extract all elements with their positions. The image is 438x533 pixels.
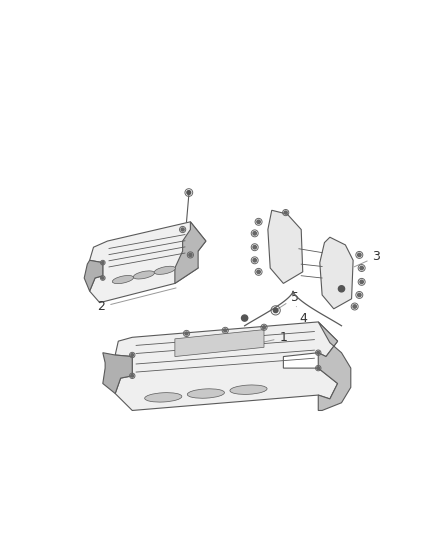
- Polygon shape: [175, 222, 206, 284]
- Polygon shape: [320, 237, 353, 309]
- Ellipse shape: [112, 276, 134, 284]
- Polygon shape: [103, 353, 132, 393]
- Ellipse shape: [230, 385, 267, 394]
- Circle shape: [187, 191, 191, 194]
- Circle shape: [131, 354, 134, 357]
- Circle shape: [181, 228, 184, 231]
- Circle shape: [317, 367, 320, 369]
- Text: 4: 4: [297, 306, 307, 325]
- Circle shape: [273, 308, 278, 313]
- Circle shape: [262, 326, 265, 329]
- Circle shape: [187, 191, 191, 195]
- Circle shape: [102, 277, 104, 279]
- Text: 2: 2: [97, 288, 176, 313]
- Text: 5: 5: [278, 291, 299, 309]
- Text: 1: 1: [236, 331, 287, 348]
- Polygon shape: [115, 322, 338, 410]
- Circle shape: [274, 309, 278, 312]
- Circle shape: [360, 280, 364, 284]
- Circle shape: [317, 351, 320, 354]
- Circle shape: [185, 332, 188, 335]
- Polygon shape: [318, 322, 351, 410]
- Circle shape: [357, 253, 361, 257]
- Polygon shape: [90, 222, 206, 303]
- Circle shape: [360, 266, 364, 270]
- Circle shape: [257, 220, 260, 223]
- Polygon shape: [84, 260, 103, 291]
- Circle shape: [253, 259, 256, 262]
- Ellipse shape: [133, 271, 155, 279]
- Ellipse shape: [145, 393, 182, 402]
- Circle shape: [353, 305, 357, 308]
- Circle shape: [102, 262, 104, 264]
- Circle shape: [253, 246, 256, 249]
- Polygon shape: [268, 210, 303, 284]
- Circle shape: [224, 329, 227, 332]
- Text: 3: 3: [354, 251, 380, 267]
- Circle shape: [339, 286, 345, 292]
- Circle shape: [253, 232, 256, 235]
- Ellipse shape: [154, 266, 176, 274]
- Circle shape: [241, 315, 248, 321]
- Polygon shape: [175, 329, 264, 357]
- Circle shape: [131, 375, 134, 377]
- Circle shape: [257, 270, 260, 273]
- Circle shape: [357, 293, 361, 297]
- Ellipse shape: [187, 389, 224, 398]
- Circle shape: [284, 211, 287, 214]
- Circle shape: [189, 253, 192, 256]
